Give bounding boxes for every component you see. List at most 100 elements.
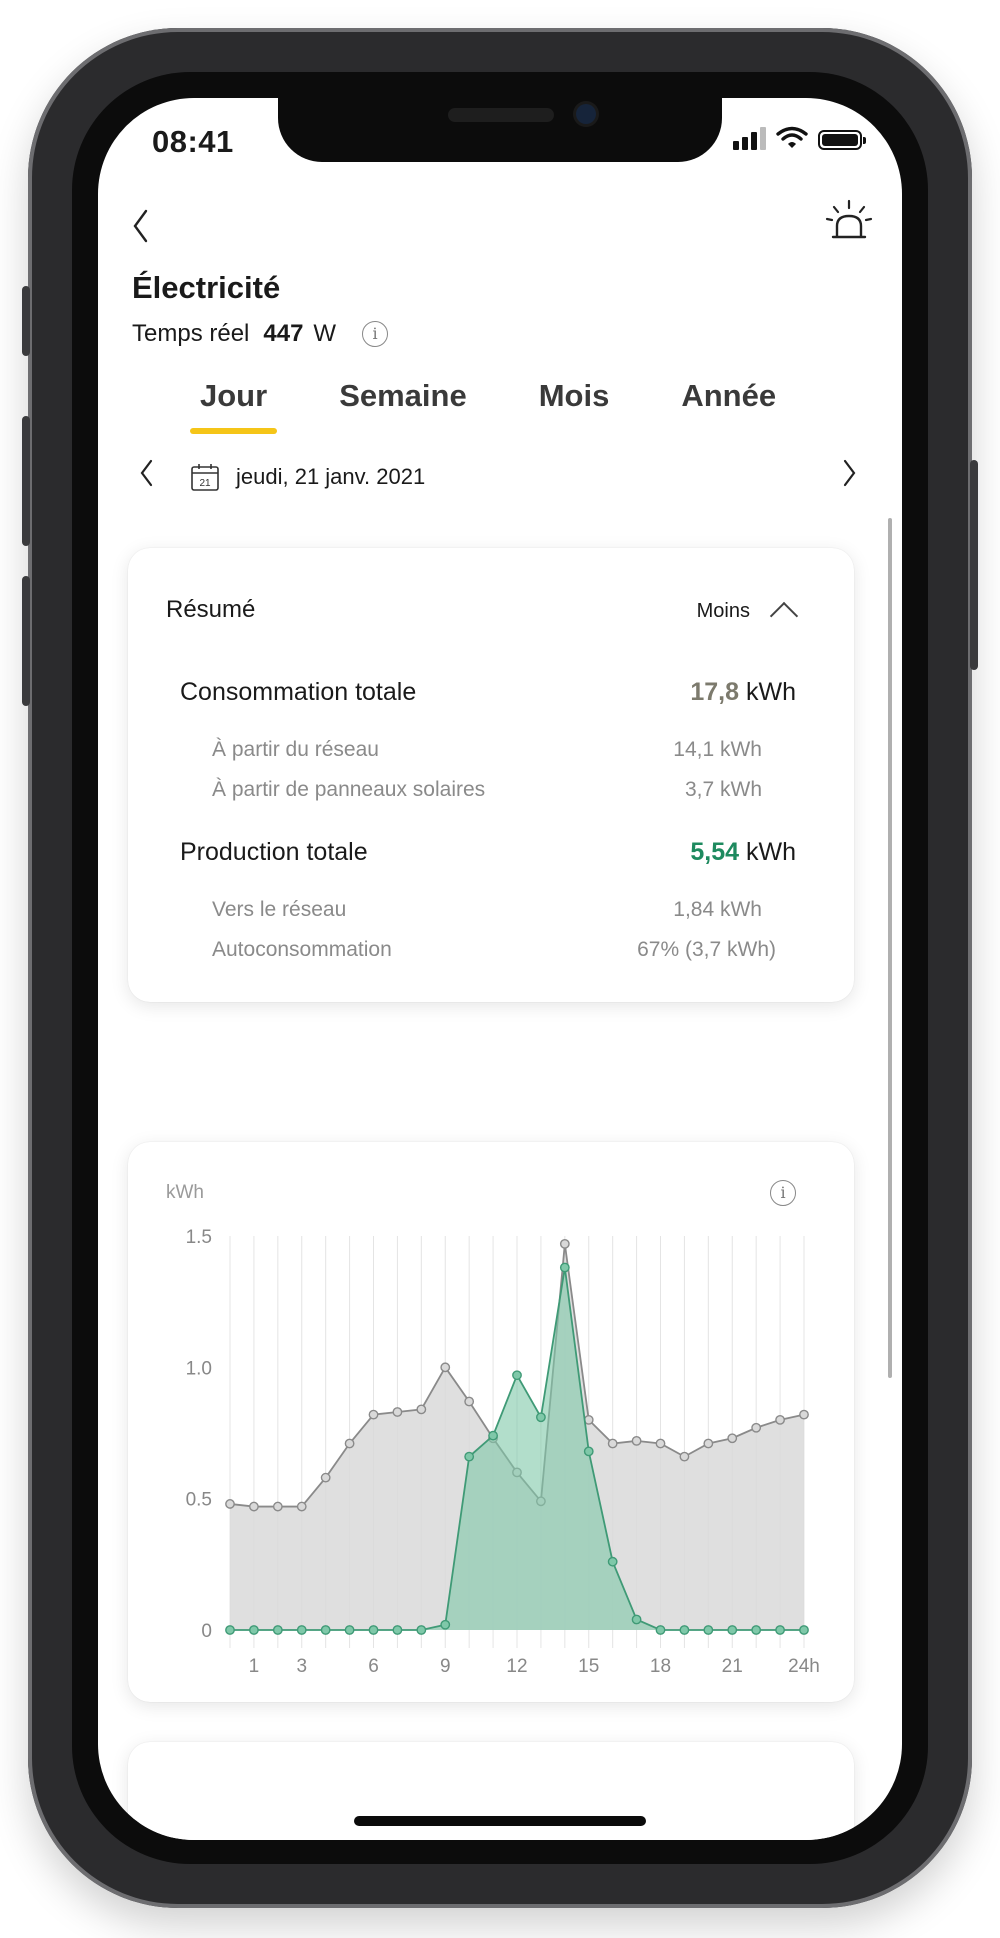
notch [278, 98, 722, 162]
volume-up-button [22, 416, 30, 546]
info-icon: i [770, 1180, 796, 1206]
y-tick-label: 1.0 [186, 1358, 212, 1379]
production-point [249, 1625, 259, 1635]
consumption-amount: 17,8 kWh [690, 678, 796, 707]
alarm-button[interactable] [824, 198, 874, 248]
x-tick-label: 12 [506, 1656, 527, 1677]
x-tick-label: 9 [440, 1656, 451, 1677]
production-point [416, 1625, 427, 1635]
consumption-point [249, 1501, 259, 1512]
production-point [344, 1625, 355, 1635]
front-camera [576, 104, 596, 124]
consumption-label: Consommation totale [180, 678, 417, 706]
phone-screen: 08:41 Électricité Temps réel 447 W [98, 98, 902, 1840]
info-icon[interactable]: i [362, 321, 389, 347]
volume-down-button [22, 576, 30, 706]
production-point [536, 1412, 546, 1423]
realtime-value: 447 [263, 320, 304, 347]
production-point [272, 1625, 283, 1635]
realtime-label: Temps réel [132, 320, 250, 347]
production-point [488, 1430, 498, 1441]
tab-mois[interactable]: Mois [538, 378, 610, 413]
y-tick-label: 0 [201, 1621, 212, 1642]
consumption-unit: kWh [746, 678, 796, 706]
from-solar-value: 3,7 kWh [684, 778, 762, 801]
consumption-point [631, 1435, 642, 1446]
tab-jour[interactable]: Jour [188, 378, 279, 434]
production-value: 5,54 [690, 838, 740, 866]
production-point [392, 1625, 403, 1635]
back-button[interactable] [130, 208, 152, 253]
consumption-point [320, 1472, 331, 1483]
production-label: Production totale [180, 838, 368, 866]
summary-title: Résumé [166, 596, 256, 623]
scrollbar[interactable] [888, 518, 892, 1378]
previous-day-button[interactable] [138, 458, 156, 496]
x-tick-label: 24h [788, 1656, 820, 1677]
production-point [607, 1556, 618, 1567]
date-label: jeudi, 21 janv. 2021 [236, 464, 426, 489]
consumption-point [607, 1438, 618, 1449]
collapse-toggle[interactable]: Moins [696, 596, 799, 631]
x-tick-label: 6 [368, 1656, 379, 1677]
production-point [799, 1625, 809, 1635]
consumption-point [392, 1407, 403, 1417]
chevron-up-icon [769, 601, 799, 631]
to-grid-row: Vers le réseau 1,84 kWh [212, 898, 762, 922]
from-solar-row: À partir de panneaux solaires 3,7 kWh [212, 778, 762, 802]
wifi-icon [776, 126, 808, 148]
consumption-point [272, 1501, 283, 1512]
calendar-icon[interactable]: 21 [190, 462, 220, 497]
production-point [440, 1619, 451, 1630]
consumption-point [368, 1409, 379, 1420]
production-point [751, 1625, 762, 1635]
consumption-value: 17,8 [690, 678, 740, 706]
production-point [512, 1370, 522, 1381]
chart-unit-label: kWh [166, 1182, 204, 1203]
consumption-point [344, 1438, 355, 1449]
date-navigator: 21 jeudi, 21 janv. 2021 [138, 458, 858, 498]
from-solar-label: À partir de panneaux solaires [212, 778, 486, 801]
period-tabs: Jour Semaine Mois Année [188, 378, 788, 434]
consumption-point [655, 1438, 666, 1449]
consumption-point [727, 1433, 738, 1444]
self-consumption-row: Autoconsommation 67% (3,7 kWh) [212, 938, 776, 962]
power-button [970, 460, 978, 670]
production-point [464, 1451, 475, 1462]
x-tick-label: 15 [578, 1656, 599, 1677]
production-point [703, 1625, 714, 1635]
y-tick-label: 0.5 [186, 1490, 212, 1511]
production-point [631, 1614, 642, 1625]
mute-switch [22, 286, 30, 356]
production-point [225, 1625, 235, 1635]
chart-info-button[interactable]: i [770, 1180, 796, 1206]
tab-semaine[interactable]: Semaine [339, 378, 467, 413]
production-row: Production totale 5,54 kWh [180, 838, 796, 867]
production-point [727, 1625, 738, 1635]
collapse-label: Moins [696, 599, 750, 622]
y-tick-label: 1.5 [186, 1227, 212, 1248]
consumption-point [775, 1414, 785, 1425]
production-point [559, 1262, 570, 1273]
production-point [679, 1625, 690, 1635]
production-point [583, 1446, 594, 1457]
chart-card: kWh i 0 0.5 1.0 1.5 1 3 6 9 12 15 18 21 24h [128, 1142, 854, 1702]
chevron-left-icon [133, 209, 148, 243]
self-consumption-label: Autoconsommation [212, 938, 392, 961]
consumption-point [703, 1438, 714, 1449]
energy-chart: 0 0.5 1.0 1.5 1 3 6 9 12 15 18 21 24h [186, 1227, 820, 1677]
next-day-button[interactable] [840, 458, 858, 496]
production-point [368, 1625, 379, 1635]
home-indicator[interactable] [354, 1816, 646, 1826]
consumption-point [679, 1451, 690, 1462]
consumption-row: Consommation totale 17,8 kWh [180, 678, 796, 707]
summary-card: Résumé Moins Consommation totale 17,8 kW… [128, 548, 854, 1002]
realtime-power: Temps réel 447 W i [132, 320, 389, 348]
siren-icon [825, 199, 873, 239]
x-tick-label: 3 [296, 1656, 307, 1677]
x-tick-label: 21 [722, 1656, 743, 1677]
production-point [320, 1625, 331, 1635]
tab-annee[interactable]: Année [681, 378, 777, 413]
self-consumption-value: 67% (3,7 kWh) [637, 938, 776, 961]
from-grid-row: À partir du réseau 14,1 kWh [212, 738, 762, 762]
